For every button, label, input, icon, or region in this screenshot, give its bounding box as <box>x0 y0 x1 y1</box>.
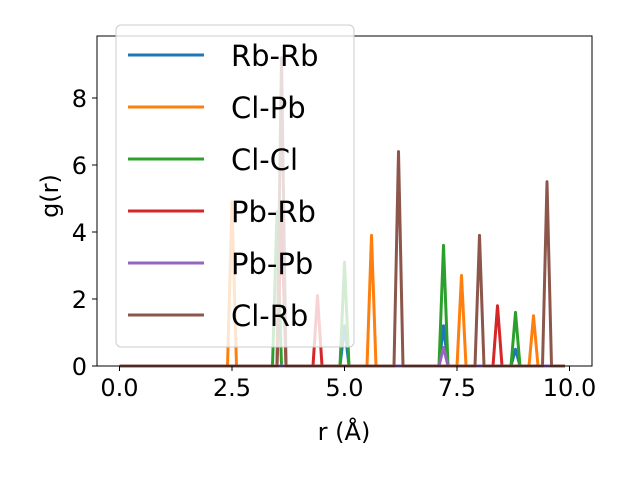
legend-label-pb-rb: Pb-Rb <box>231 195 316 229</box>
y-tick-label: 6 <box>72 152 87 180</box>
x-tick-label: 7.5 <box>438 374 476 402</box>
y-axis-ticks: 0 2 4 6 8 <box>72 85 97 381</box>
x-tick-label: 5.0 <box>325 374 363 402</box>
y-axis-label: g(r) <box>36 174 64 218</box>
x-tick-label: 10.0 <box>543 374 596 402</box>
legend-label-cl-rb: Cl-Rb <box>231 299 308 333</box>
x-tick-label: 2.5 <box>213 374 251 402</box>
y-tick-label: 0 <box>72 353 87 381</box>
legend: Rb-Rb Cl-Pb Cl-Cl Pb-Rb Pb-Pb Cl-Rb <box>115 24 355 348</box>
y-tick-label: 2 <box>72 286 87 314</box>
legend-label-pb-pb: Pb-Pb <box>231 247 313 281</box>
legend-label-rb-rb: Rb-Rb <box>231 39 319 73</box>
y-tick-label: 8 <box>72 85 87 113</box>
x-tick-label: 0.0 <box>100 374 138 402</box>
x-axis-ticks: 0.0 2.5 5.0 7.5 10.0 <box>100 366 596 402</box>
x-axis-label: r (Å) <box>318 417 371 446</box>
legend-label-cl-cl: Cl-Cl <box>231 143 298 177</box>
legend-label-cl-pb: Cl-Pb <box>231 91 306 125</box>
y-tick-label: 4 <box>72 219 87 247</box>
